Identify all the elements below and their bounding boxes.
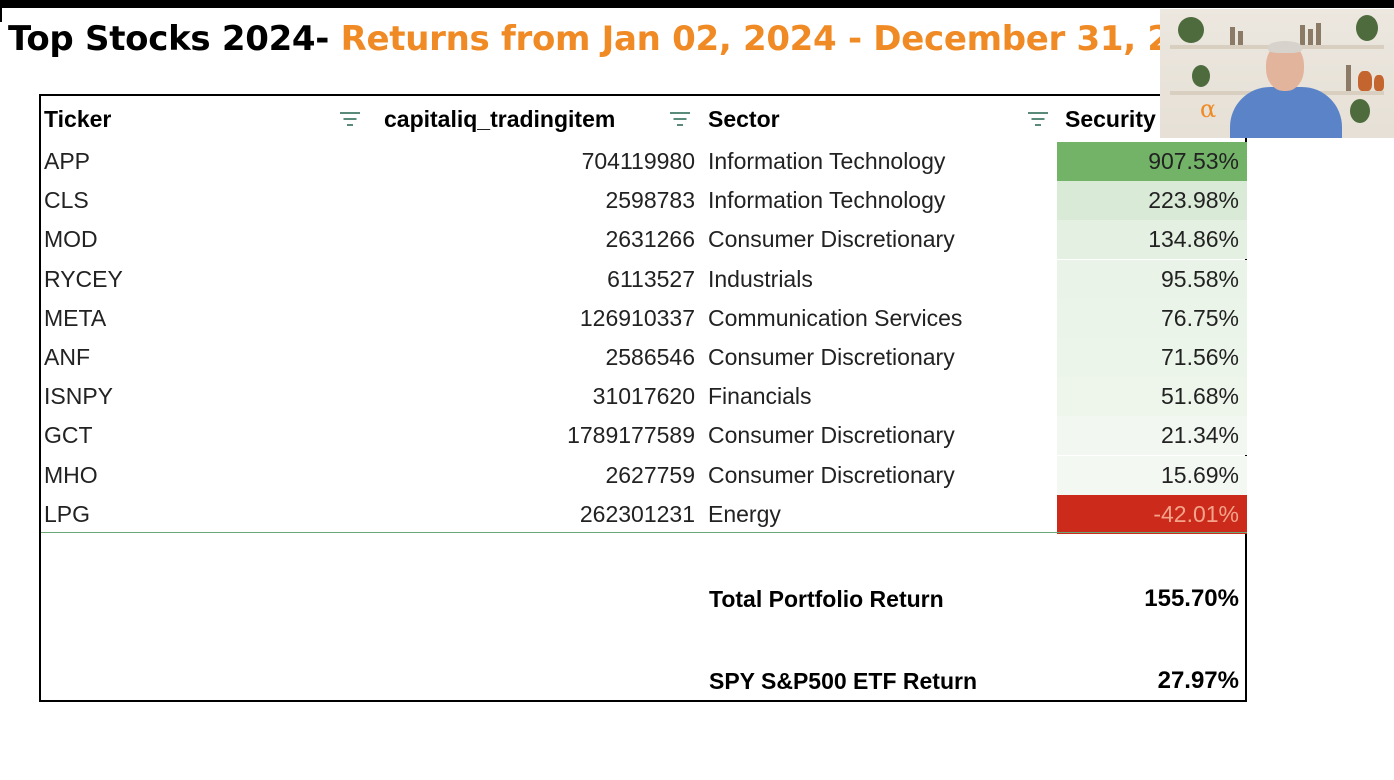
table-header: Ticker capitaliq_tradingitem Sector Secu…	[41, 96, 1247, 142]
cell-security-return[interactable]: 76.75%	[1057, 298, 1247, 338]
table-row: LPG 262301231 Energy -42.01%	[41, 494, 1247, 534]
cell-sector[interactable]: Consumer Discretionary	[708, 226, 955, 253]
cell-ticker[interactable]: ISNPY	[44, 383, 114, 410]
portfolio-return-value: 155.70%	[1144, 585, 1239, 612]
cell-security-return[interactable]: 134.86%	[1057, 220, 1247, 260]
cell-tradingitem[interactable]: 1789177589	[567, 422, 695, 449]
table-row: GCT 1789177589 Consumer Discretionary 21.34…	[41, 416, 1247, 456]
top-bar	[0, 0, 1394, 8]
slide-title: Top Stocks 2024- Returns from Jan 02, 20…	[8, 14, 1160, 64]
cell-sector[interactable]: Information Technology	[708, 187, 946, 214]
cell-security-return[interactable]: 95.58%	[1057, 259, 1247, 299]
alpha-logo-icon: α	[1200, 95, 1217, 123]
table-row: RYCEY 6113527 Industrials 95.58%	[41, 259, 1247, 299]
portfolio-return-label: Total Portfolio Return	[709, 586, 944, 612]
cell-tradingitem[interactable]: 2586546	[605, 344, 695, 370]
cell-sector[interactable]: Industrials	[708, 265, 813, 292]
table-row: MOD 2631266 Consumer Discretionary 134.86%	[41, 220, 1247, 260]
table-row: META 126910337 Communication Services 76.75…	[41, 298, 1247, 338]
cell-security-return[interactable]: 907.53%	[1057, 142, 1247, 181]
spreadsheet: Ticker capitaliq_tradingitem Sector Secu…	[39, 94, 1247, 702]
cell-tradingitem[interactable]: 6113527	[607, 265, 695, 292]
cell-tradingitem[interactable]: 2627759	[605, 461, 695, 488]
cell-tradingitem[interactable]: 2631266	[605, 226, 695, 253]
cell-ticker[interactable]: MHO	[44, 461, 98, 488]
cell-security-return[interactable]: 51.68%	[1057, 377, 1247, 417]
cell-tradingitem[interactable]: 2598783	[605, 187, 695, 214]
header-ticker: Ticker	[44, 106, 112, 132]
cell-sector[interactable]: Energy	[708, 500, 781, 527]
cell-ticker[interactable]: APP	[44, 148, 91, 174]
top-bar-notch	[0, 8, 2, 22]
presenter-body	[1230, 87, 1342, 138]
cell-sector[interactable]: Information Technology	[708, 148, 946, 174]
presenter-hair	[1268, 41, 1302, 53]
header-sector: Sector	[708, 106, 780, 132]
cell-ticker[interactable]: RYCEY	[44, 265, 123, 292]
webcam-overlay: α	[1160, 9, 1394, 138]
cell-ticker[interactable]: CLS	[44, 187, 89, 214]
table-row: ISNPY 31017620 Financials 51.68%	[41, 377, 1247, 417]
spy-return-value: 27.97%	[1157, 667, 1239, 694]
filter-icon[interactable]	[1027, 112, 1049, 128]
cell-sector[interactable]: Consumer Discretionary	[708, 461, 955, 488]
cell-ticker[interactable]: META	[44, 304, 107, 331]
cell-sector[interactable]: Consumer Discretionary	[708, 344, 955, 370]
cell-sector[interactable]: Consumer Discretionary	[708, 422, 955, 449]
cell-security-return[interactable]: 15.69%	[1057, 455, 1247, 495]
cell-tradingitem[interactable]: 262301231	[579, 500, 695, 527]
filter-icon[interactable]	[669, 112, 691, 128]
title-main: Top Stocks 2024-	[8, 19, 341, 59]
cell-sector[interactable]: Communication Services	[708, 304, 963, 331]
cell-tradingitem[interactable]: 126910337	[579, 304, 695, 331]
table-row: APP 704119980 Information Technology 907.53…	[41, 142, 1247, 181]
cell-tradingitem[interactable]: 31017620	[592, 383, 695, 410]
table-bottom-border	[41, 532, 1247, 533]
table-row: CLS 2598783 Information Technology 223.98%	[41, 181, 1247, 221]
spy-return-label: SPY S&P500 ETF Return	[709, 668, 977, 694]
cell-security-return[interactable]: 71.56%	[1057, 338, 1247, 377]
cell-security-return[interactable]: 21.34%	[1057, 416, 1247, 456]
cell-sector[interactable]: Financials	[708, 383, 812, 410]
cell-security-return[interactable]: 223.98%	[1057, 181, 1247, 221]
cell-security-return[interactable]: -42.01%	[1057, 494, 1247, 534]
cell-ticker[interactable]: MOD	[44, 226, 98, 253]
cell-ticker[interactable]: LPG	[44, 500, 91, 527]
header-tradingitem: capitaliq_tradingitem	[384, 106, 616, 132]
table-row: MHO 2627759 Consumer Discretionary 15.69%	[41, 455, 1247, 495]
cell-ticker[interactable]: ANF	[44, 344, 90, 370]
cell-ticker[interactable]: GCT	[44, 422, 93, 449]
filter-icon[interactable]	[339, 112, 361, 128]
cell-tradingitem[interactable]: 704119980	[581, 148, 695, 174]
table-row: ANF 2586546 Consumer Discretionary 71.56%	[41, 338, 1247, 377]
title-highlight: Returns from Jan 02, 2024 - December 31,…	[340, 19, 1160, 59]
